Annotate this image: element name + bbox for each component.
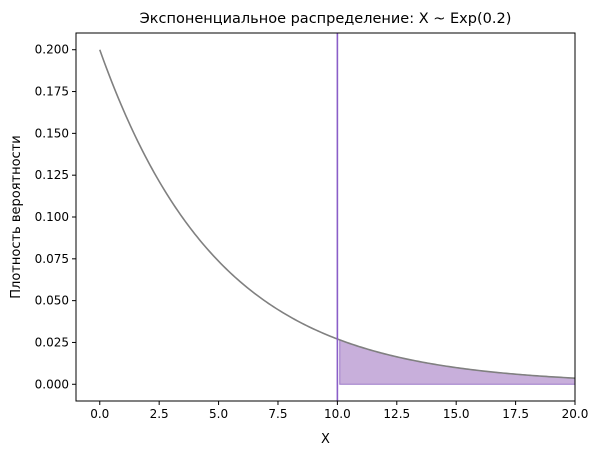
x-tick-label: 12.5 xyxy=(383,407,410,421)
density-curve xyxy=(99,49,575,379)
y-tick-label: 0.100 xyxy=(35,210,69,224)
x-tick-label: 20.0 xyxy=(562,407,589,421)
y-tick-label: 0.000 xyxy=(35,377,69,391)
y-tick-label: 0.175 xyxy=(35,85,69,99)
y-tick-label: 0.075 xyxy=(35,252,69,266)
y-tick-label: 0.050 xyxy=(35,294,69,308)
y-tick-label: 0.200 xyxy=(35,43,69,57)
x-tick-label: 0.0 xyxy=(90,407,109,421)
y-tick-label: 0.125 xyxy=(35,168,69,182)
x-tick-label: 5.0 xyxy=(209,407,228,421)
x-tick-label: 2.5 xyxy=(150,407,169,421)
y-tick-label: 0.025 xyxy=(35,335,69,349)
x-tick-label: 10.0 xyxy=(324,407,351,421)
chart-title: Экспоненциальное распределение: X ~ Exp(… xyxy=(140,11,512,27)
x-tick-label: 7.5 xyxy=(268,407,287,421)
plot-frame xyxy=(75,32,576,402)
x-tick-label: 17.5 xyxy=(502,407,529,421)
y-tick-label: 0.150 xyxy=(35,126,69,140)
y-axis-label: Плотность вероятности xyxy=(9,135,24,298)
x-axis-label: X xyxy=(321,432,330,447)
x-tick-label: 15.0 xyxy=(443,407,470,421)
shaded-tail-area xyxy=(339,339,575,385)
